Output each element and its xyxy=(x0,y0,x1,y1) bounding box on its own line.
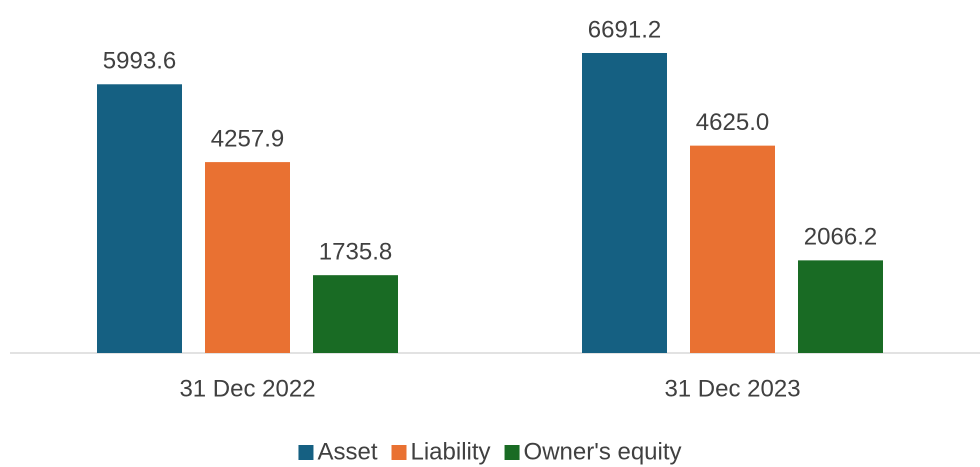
data-label: 4257.9 xyxy=(211,125,284,152)
bar xyxy=(97,84,182,353)
data-label: 2066.2 xyxy=(804,224,877,251)
data-label: 5993.6 xyxy=(103,48,176,75)
x-tick-label: 31 Dec 2022 xyxy=(179,375,315,402)
data-label: 6691.2 xyxy=(588,16,661,43)
x-tick-label: 31 Dec 2023 xyxy=(664,375,800,402)
legend-swatch xyxy=(504,445,520,460)
bar xyxy=(582,53,667,353)
bar xyxy=(690,145,775,353)
legend-swatch xyxy=(391,445,407,460)
data-label: 1735.8 xyxy=(319,239,392,266)
bar xyxy=(798,260,883,353)
legend-label: Liability xyxy=(411,438,491,465)
data-label: 4625.0 xyxy=(696,109,769,136)
legend-label: Asset xyxy=(317,438,377,465)
bar xyxy=(313,275,398,353)
legend-swatch xyxy=(298,445,314,460)
legend-label: Owner's equity xyxy=(524,438,682,465)
bar xyxy=(205,162,290,353)
